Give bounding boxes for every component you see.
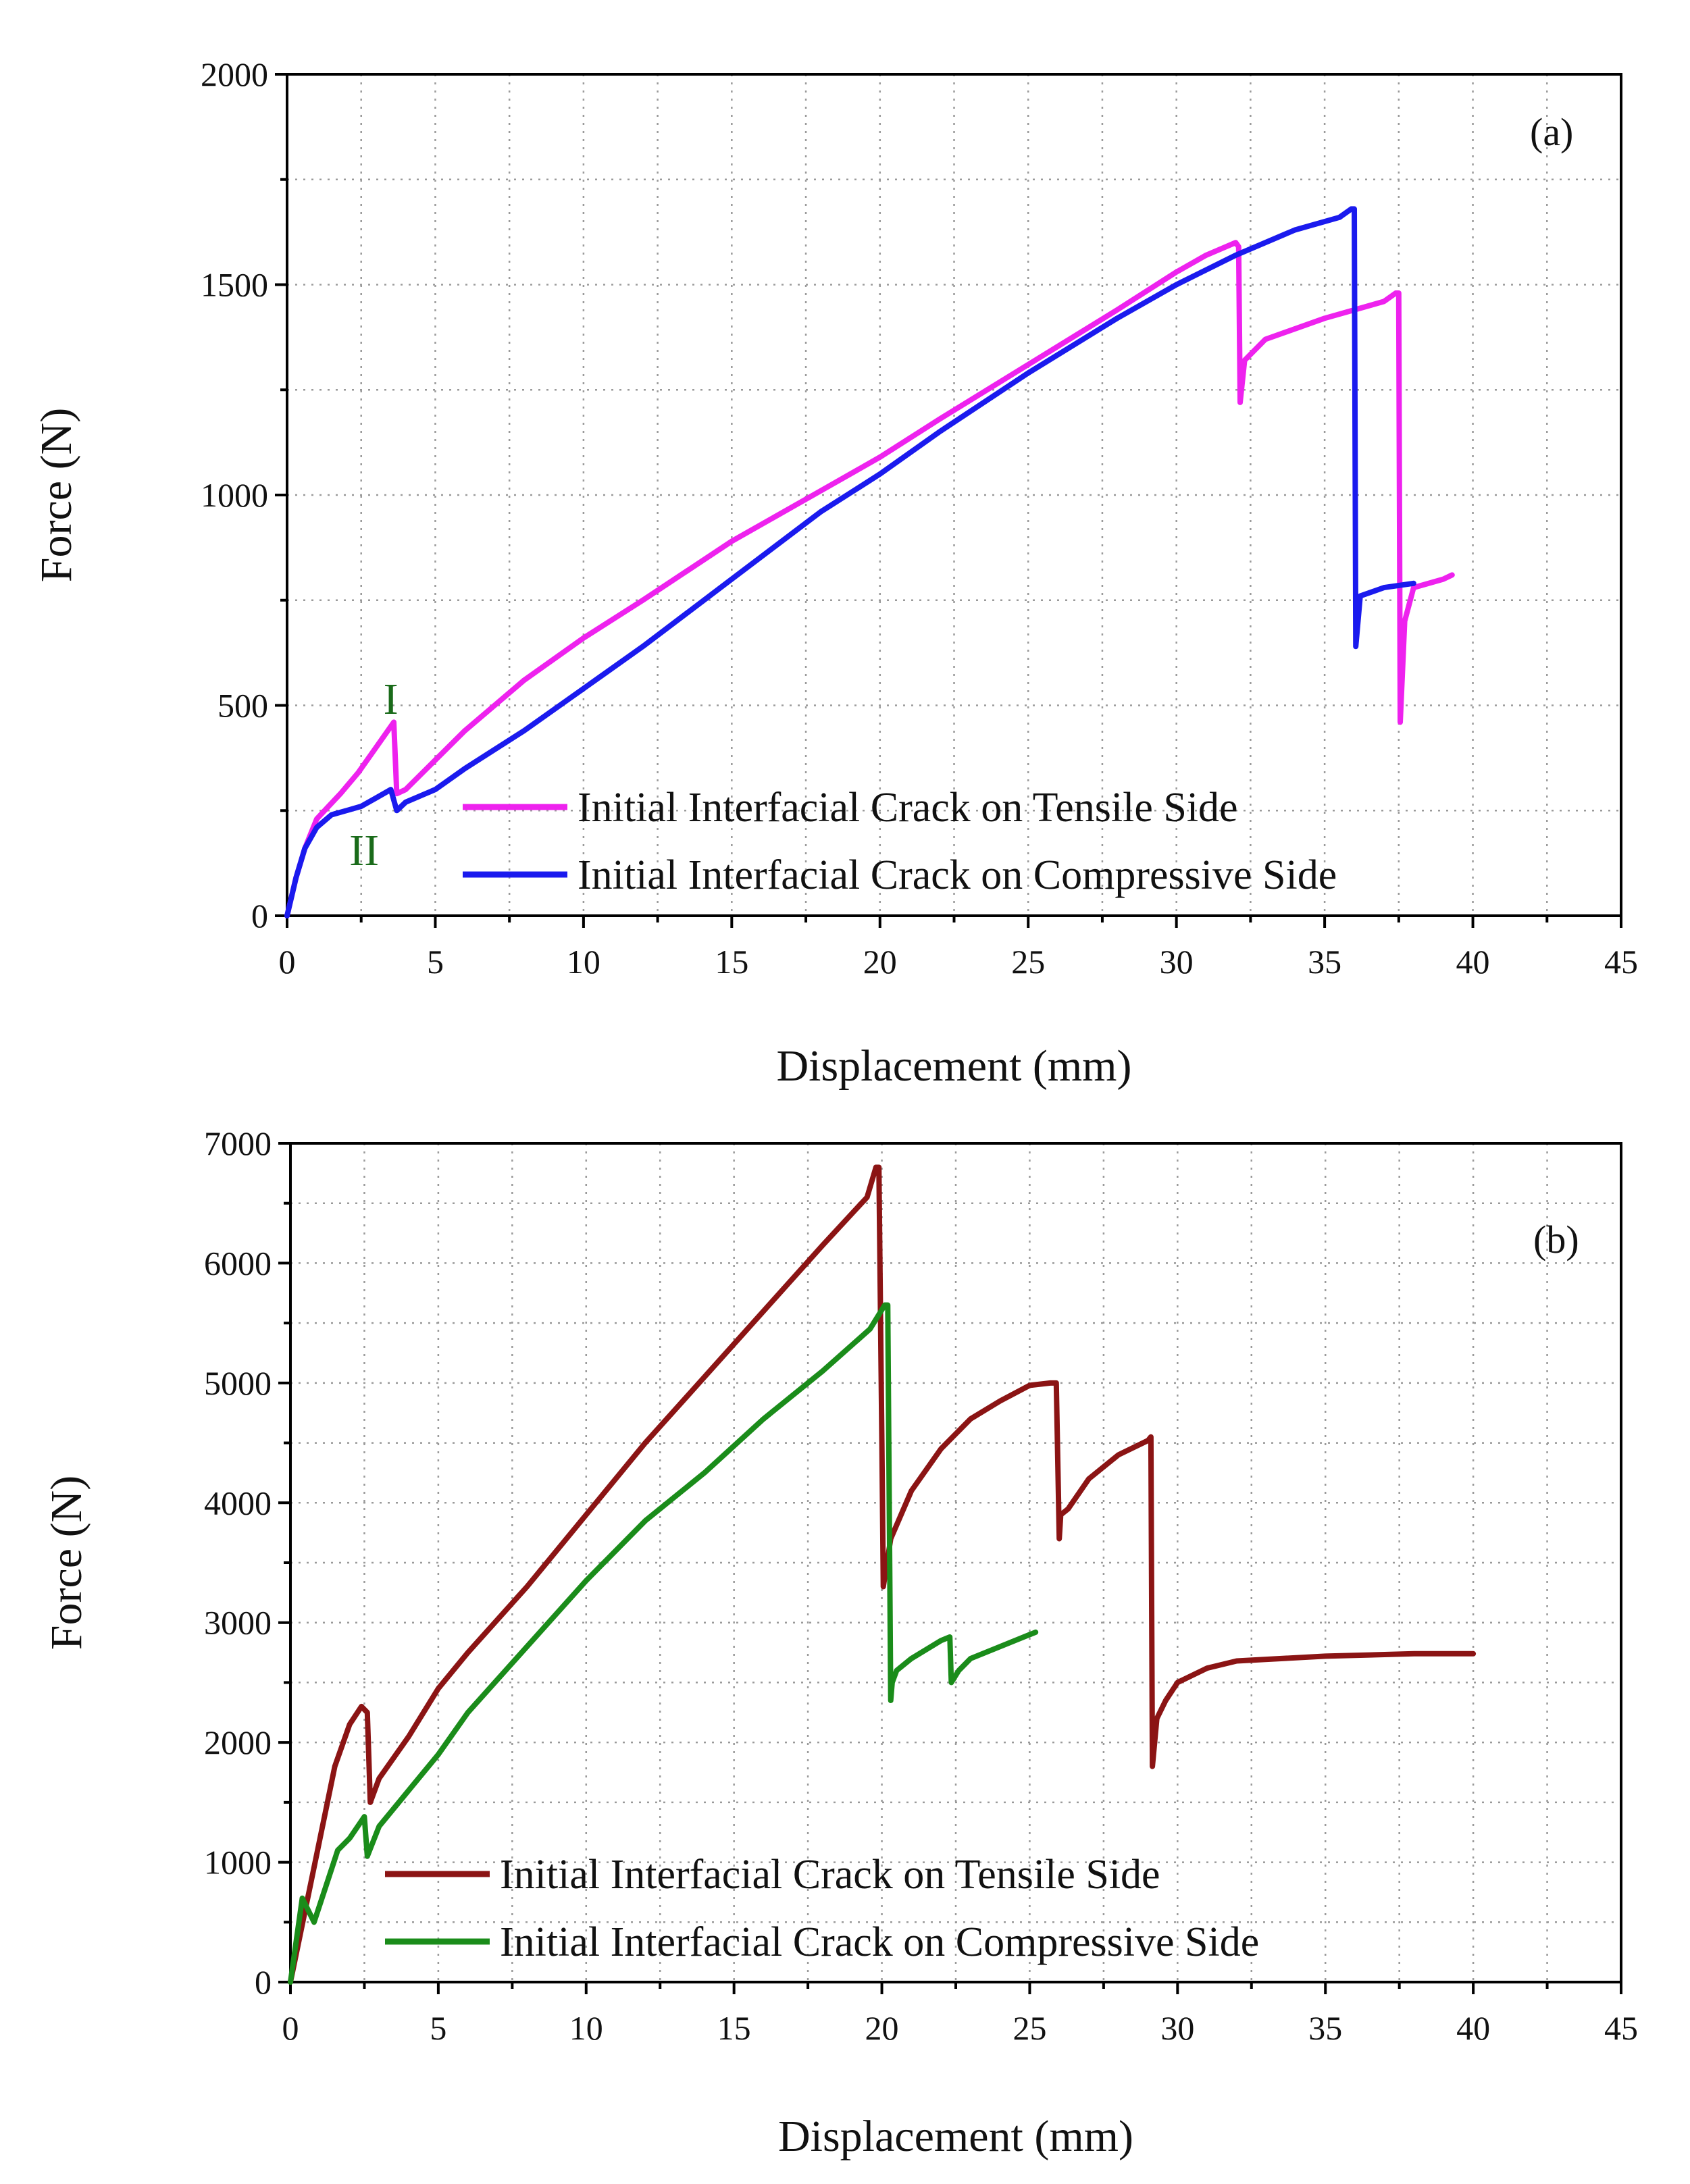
y-tick-label: 6000	[204, 1244, 272, 1282]
legend-label: Initial Interfacial Crack on Tensile Sid…	[500, 1852, 1160, 1898]
x-tick-label: 35	[1308, 943, 1341, 981]
x-tick-label: 30	[1160, 2009, 1194, 2047]
x-tick-label: 20	[865, 2009, 899, 2047]
x-tick-label: 25	[1013, 2009, 1046, 2047]
x-tick-label: 45	[1604, 943, 1638, 981]
y-tick-label: 7000	[204, 1124, 272, 1162]
y-tick-label: 1000	[201, 476, 268, 514]
x-tick-label: 40	[1456, 943, 1490, 981]
x-tick-label: 10	[569, 2009, 603, 2047]
x-tick-label: 35	[1308, 2009, 1342, 2047]
y-tick-label: 500	[217, 687, 268, 725]
annotation-label: I	[384, 675, 399, 724]
legend-label: Initial Interfacial Crack on Compressive…	[500, 1919, 1259, 1965]
y-tick-label: 2000	[201, 55, 268, 93]
x-tick-label: 40	[1456, 2009, 1490, 2047]
y-tick-label: 3000	[204, 1604, 272, 1642]
panel-label: (b)	[1533, 1218, 1579, 1262]
legend: Initial Interfacial Crack on Tensile Sid…	[463, 785, 1337, 898]
y-tick-label: 4000	[204, 1484, 272, 1522]
x-tick-label: 15	[715, 943, 748, 981]
chart-panel-b: 0 5 10 15 20 25 30 35 40 45 0 1000 2000 3000 4000 5000 6…	[42, 1124, 1638, 2161]
x-tick-label: 0	[279, 943, 296, 981]
y-tick-label: 5000	[204, 1364, 272, 1402]
y-tick-label: 1000	[204, 1844, 272, 1881]
y-axis-title: Force (N)	[32, 408, 81, 582]
annotation-label: II	[349, 826, 379, 875]
x-tick-label: 5	[427, 943, 444, 981]
x-tick-label: 5	[430, 2009, 446, 2047]
x-tick-label: 45	[1604, 2009, 1638, 2047]
y-tick-label: 2000	[204, 1723, 272, 1761]
y-axis-title: Force (N)	[42, 1476, 91, 1650]
x-tick-label: 15	[717, 2009, 751, 2047]
x-tick-label: 0	[282, 2009, 299, 2047]
series-line-1	[284, 240, 1455, 918]
y-tick-label: 0	[255, 1963, 272, 2001]
x-tick-label: 25	[1011, 943, 1045, 981]
x-axis-title: Displacement (mm)	[776, 1041, 1131, 1091]
grid	[290, 1143, 1621, 1982]
x-axis-title: Displacement (mm)	[778, 2112, 1133, 2161]
series-line-2	[288, 1302, 1039, 1985]
series-line-2	[284, 206, 1416, 918]
x-tick-label: 30	[1160, 943, 1194, 981]
panel-label: (a)	[1530, 110, 1573, 154]
chart-panel-a: 0 5 10 15 20 25 30 35 40 45 0 500 1000 1500 2000 Displa…	[32, 55, 1638, 1091]
x-tick-label: 20	[863, 943, 897, 981]
y-tick-label: 0	[251, 897, 268, 935]
y-tick-label: 1500	[201, 266, 268, 304]
x-tick-label: 10	[567, 943, 600, 981]
legend: Initial Interfacial Crack on Tensile Sid…	[385, 1852, 1259, 1965]
legend-label: Initial Interfacial Crack on Tensile Sid…	[578, 785, 1238, 831]
legend-label: Initial Interfacial Crack on Compressive…	[578, 852, 1337, 898]
